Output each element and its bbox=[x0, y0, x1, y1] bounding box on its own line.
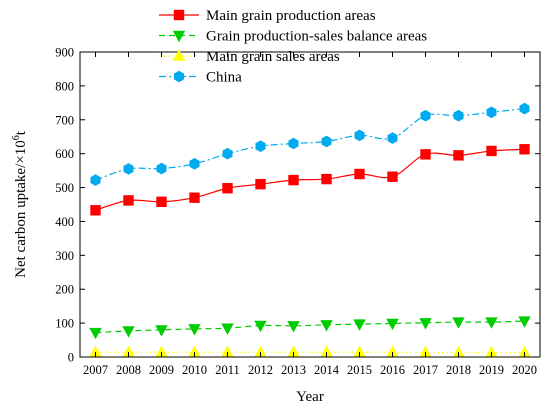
legend-label: Grain production-sales balance areas bbox=[206, 29, 427, 45]
data-point-main-grain-production-areas bbox=[90, 205, 100, 215]
legend-marker bbox=[173, 31, 185, 42]
x-axis: 2007 2008 2009 2010 2011 2012 2013 2014 2015 2016… bbox=[83, 52, 537, 377]
data-point-main-grain-production-areas bbox=[123, 195, 133, 205]
data-point-grain-production-sales-balance-areas bbox=[419, 318, 431, 329]
series-markers bbox=[89, 103, 530, 358]
data-point-main-grain-production-areas bbox=[288, 175, 298, 185]
data-point-china bbox=[123, 163, 133, 175]
x-tick-label: 2010 bbox=[182, 363, 207, 377]
x-tick-label: 2011 bbox=[215, 363, 240, 377]
legend-item-main-grain-production-areas: Main grain production areas bbox=[159, 8, 376, 24]
x-tick-label: 2017 bbox=[413, 363, 438, 377]
data-point-main-grain-production-areas bbox=[321, 174, 331, 184]
x-tick-label: 2009 bbox=[149, 363, 174, 377]
data-point-grain-production-sales-balance-areas bbox=[452, 317, 464, 328]
data-point-grain-production-sales-balance-areas bbox=[353, 319, 365, 330]
data-point-grain-production-sales-balance-areas bbox=[89, 328, 101, 339]
data-point-grain-production-sales-balance-areas bbox=[221, 323, 233, 334]
data-point-main-grain-production-areas bbox=[156, 197, 166, 207]
data-point-china bbox=[486, 107, 496, 119]
data-point-main-grain-production-areas bbox=[354, 169, 364, 179]
data-point-china bbox=[222, 148, 232, 160]
legend-label: Main grain sales areas bbox=[206, 49, 340, 65]
data-point-china bbox=[90, 174, 100, 186]
y-tick-label: 200 bbox=[55, 283, 74, 297]
y-tick-label: 900 bbox=[55, 46, 74, 60]
data-point-grain-production-sales-balance-areas bbox=[518, 316, 530, 327]
data-point-china bbox=[321, 136, 331, 148]
y-tick-label: 0 bbox=[68, 351, 74, 365]
y-axis-title: Net carbon uptake/×106t bbox=[11, 130, 29, 278]
y-axis-title-unit: t bbox=[13, 130, 29, 135]
data-point-main-grain-production-areas bbox=[486, 146, 496, 156]
legend-label: China bbox=[206, 70, 242, 86]
legend-marker bbox=[174, 10, 184, 20]
legend-marker bbox=[173, 49, 185, 60]
data-point-main-grain-production-areas bbox=[420, 149, 430, 159]
data-point-main-grain-production-areas bbox=[387, 172, 397, 182]
legend-item-main-grain-sales-areas: Main grain sales areas bbox=[159, 49, 340, 65]
y-tick-label: 500 bbox=[55, 181, 74, 195]
y-axis-title-main: Net carbon uptake/×10 bbox=[13, 140, 29, 278]
y-tick-label: 800 bbox=[55, 79, 74, 93]
data-point-china bbox=[156, 163, 166, 175]
data-point-china bbox=[288, 138, 298, 150]
x-axis-title: Year bbox=[296, 389, 324, 405]
series-lines bbox=[96, 109, 525, 353]
legend-label: Main grain production areas bbox=[206, 8, 376, 24]
y-tick-label: 700 bbox=[55, 113, 74, 127]
y-tick-label: 400 bbox=[55, 215, 74, 229]
data-point-china bbox=[453, 110, 463, 122]
data-point-main-grain-production-areas bbox=[222, 183, 232, 193]
x-tick-label: 2014 bbox=[314, 363, 340, 377]
data-point-grain-production-sales-balance-areas bbox=[155, 325, 167, 336]
data-point-grain-production-sales-balance-areas bbox=[485, 317, 497, 328]
data-point-china bbox=[387, 132, 397, 144]
data-point-grain-production-sales-balance-areas bbox=[122, 326, 134, 337]
data-point-grain-production-sales-balance-areas bbox=[188, 324, 200, 335]
data-point-grain-production-sales-balance-areas bbox=[254, 321, 266, 332]
data-point-grain-production-sales-balance-areas bbox=[287, 321, 299, 332]
plot-frame bbox=[80, 52, 540, 357]
x-tick-label: 2018 bbox=[446, 363, 471, 377]
data-point-main-grain-production-areas bbox=[189, 193, 199, 203]
y-tick-label: 600 bbox=[55, 147, 74, 161]
x-tick-label: 2019 bbox=[479, 363, 504, 377]
data-point-china bbox=[189, 158, 199, 170]
y-tick-label: 300 bbox=[55, 249, 74, 263]
data-point-china bbox=[420, 110, 430, 122]
legend: Main grain production areas Grain product… bbox=[159, 8, 427, 86]
x-tick-label: 2012 bbox=[248, 363, 273, 377]
x-tick-label: 2008 bbox=[116, 363, 141, 377]
data-point-grain-production-sales-balance-areas bbox=[386, 319, 398, 330]
data-point-china bbox=[519, 103, 529, 115]
data-point-main-grain-production-areas bbox=[255, 179, 265, 189]
data-point-china bbox=[354, 130, 364, 142]
x-tick-label: 2007 bbox=[83, 363, 108, 377]
data-point-main-grain-production-areas bbox=[453, 150, 463, 160]
x-tick-label: 2016 bbox=[380, 363, 405, 377]
data-point-main-grain-production-areas bbox=[519, 144, 529, 154]
legend-marker bbox=[174, 71, 184, 83]
legend-item-china: China bbox=[159, 70, 242, 86]
data-point-grain-production-sales-balance-areas bbox=[320, 320, 332, 331]
y-tick-label: 100 bbox=[55, 317, 74, 331]
x-tick-label: 2013 bbox=[281, 363, 306, 377]
data-point-china bbox=[255, 140, 265, 152]
legend-item-grain-production-sales-balance-areas: Grain production-sales balance areas bbox=[159, 29, 427, 45]
x-tick-label: 2015 bbox=[347, 363, 372, 377]
x-tick-label: 2020 bbox=[512, 363, 537, 377]
